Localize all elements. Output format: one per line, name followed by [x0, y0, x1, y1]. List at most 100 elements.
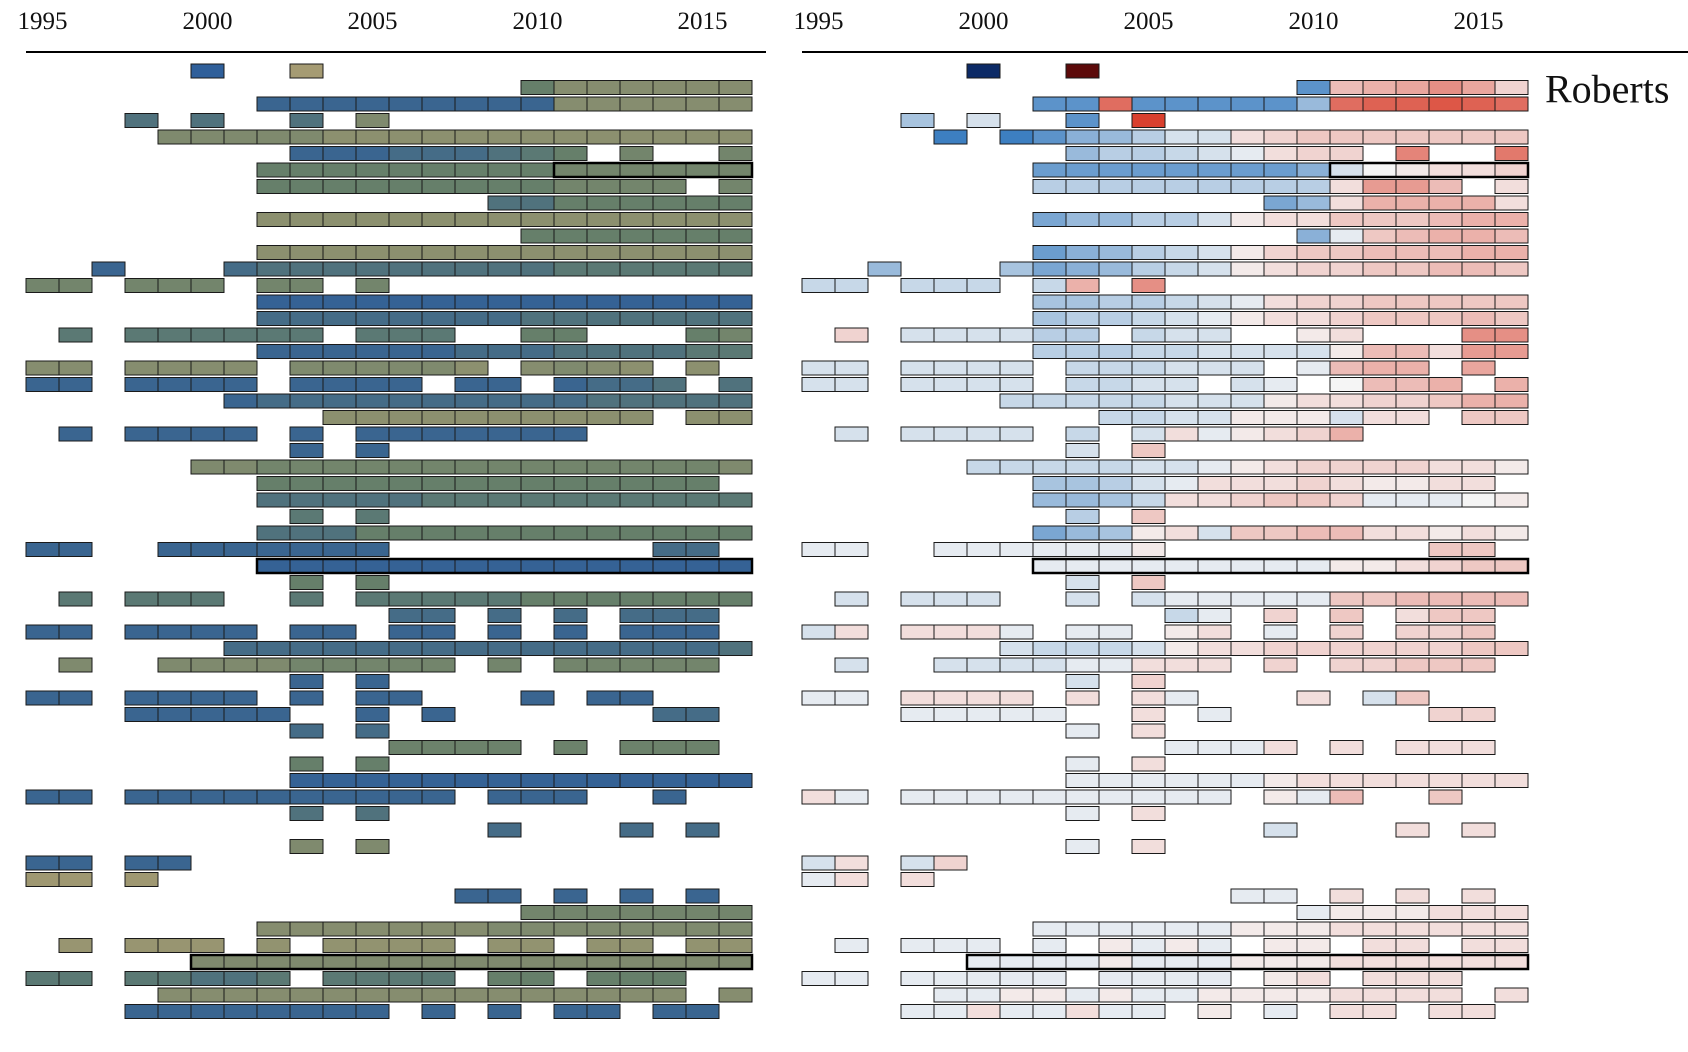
right-heatmap-cell [1032, 542, 1067, 557]
right-heatmap-cell [1098, 657, 1133, 673]
left-heatmap-cell [718, 228, 753, 244]
right-highlighted-row-outline [1328, 161, 1530, 179]
left-heatmap-cell [553, 492, 588, 508]
right-heatmap-cell [1131, 773, 1166, 788]
left-heatmap-cell [487, 740, 522, 755]
right-heatmap-cell [1362, 987, 1397, 1003]
left-heatmap-cell [355, 492, 390, 508]
left-heatmap-cell [190, 971, 225, 986]
right-heatmap-cell [1197, 591, 1232, 607]
left-heatmap-cell [718, 294, 753, 310]
left-heatmap-cell [190, 707, 225, 722]
right-heatmap-cell [966, 1004, 1001, 1019]
left-heatmap-cell [388, 987, 423, 1003]
right-heatmap-cell [1428, 591, 1463, 607]
left-heatmap-cell [685, 476, 720, 491]
left-heatmap-cell [355, 773, 390, 788]
right-heatmap-cell [1197, 558, 1232, 574]
right-heatmap-cell [1065, 806, 1100, 821]
right-heatmap-cell [1197, 525, 1232, 541]
right-heatmap-cell [900, 377, 935, 392]
right-heatmap-cell [834, 426, 869, 442]
right-heatmap-cell [1395, 591, 1430, 607]
right-heatmap-cell [1329, 245, 1364, 260]
right-heatmap-cell [966, 360, 1001, 376]
right-heatmap-cell [1131, 921, 1166, 937]
right-heatmap-cell [1065, 591, 1100, 607]
right-heatmap-cell [1164, 327, 1199, 343]
left-heatmap-cell [25, 855, 60, 871]
left-heatmap-cell [157, 1004, 192, 1019]
right-heatmap-cell [834, 971, 869, 986]
right-heatmap-cell [1428, 707, 1463, 722]
left-heatmap-cell [619, 146, 654, 161]
left-heatmap-cell [421, 344, 456, 359]
right-heatmap-cell [900, 278, 935, 293]
right-heatmap-cell [834, 624, 869, 640]
left-heatmap-cell [619, 921, 654, 937]
right-heatmap-cell [1329, 773, 1364, 788]
left-heatmap-cell [652, 740, 687, 755]
left-heatmap-cell [421, 129, 456, 145]
right-heatmap-cell [1032, 921, 1067, 937]
left-heatmap-cell [553, 459, 588, 475]
left-heatmap-cell [289, 476, 324, 491]
left-heatmap-cell [25, 971, 60, 986]
right-heatmap-cell [1494, 179, 1529, 194]
left-heatmap-cell [685, 459, 720, 475]
right-heatmap-cell [1131, 113, 1166, 128]
right-heatmap-cell [999, 360, 1034, 376]
left-heatmap-cell [454, 179, 489, 194]
left-heatmap-cell [454, 426, 489, 442]
left-heatmap-cell [355, 410, 390, 425]
right-heatmap-cell [1428, 492, 1463, 508]
left-heatmap-cell [553, 212, 588, 227]
left-heatmap-cell [289, 756, 324, 772]
left-heatmap-cell [685, 888, 720, 904]
right-heatmap-cell [1098, 459, 1133, 475]
left-heatmap-cell [256, 921, 291, 937]
left-heatmap-cell [355, 938, 390, 953]
left-heatmap-cell [388, 327, 423, 343]
left-heatmap-cell [190, 129, 225, 145]
right-heatmap-cell [1065, 129, 1100, 145]
left-heatmap-cell [355, 806, 390, 821]
right-heatmap-cell [1395, 657, 1430, 673]
left-heatmap-cell [157, 707, 192, 722]
right-heatmap-cell [1461, 360, 1496, 376]
left-heatmap-cell [487, 657, 522, 673]
left-heatmap-cell [652, 162, 687, 178]
left-heatmap-cell [322, 789, 357, 805]
left-heatmap-cell [652, 96, 687, 112]
left-heatmap-cell [256, 558, 291, 574]
left-heatmap-cell [322, 311, 357, 326]
left-heatmap-cell [322, 344, 357, 359]
right-heatmap-cell [1065, 360, 1100, 376]
right-heatmap-cell [1329, 377, 1364, 392]
right-heatmap-cell [1131, 278, 1166, 293]
right-heatmap-cell [1065, 212, 1100, 227]
right-heatmap-cell [1164, 608, 1199, 623]
left-heatmap-cell [322, 393, 357, 409]
left-heatmap-cell [289, 393, 324, 409]
left-heatmap-cell [685, 212, 720, 227]
right-heatmap-cell [1428, 905, 1463, 920]
right-heatmap-cell [933, 377, 968, 392]
right-heatmap-cell [1263, 822, 1298, 838]
right-heatmap-cell [834, 360, 869, 376]
right-heatmap-cell [1164, 789, 1199, 805]
left-heatmap-cell [586, 971, 621, 986]
left-heatmap-cell [256, 212, 291, 227]
right-heatmap-cell [1230, 146, 1265, 161]
right-heatmap-cell [1296, 245, 1331, 260]
right-heatmap-cell [1296, 492, 1331, 508]
right-heatmap-cell [1131, 1004, 1166, 1019]
left-heatmap-cell [256, 789, 291, 805]
left-heatmap-cell [322, 641, 357, 656]
right-heatmap-cell [1461, 938, 1496, 953]
right-heatmap-cell [1065, 261, 1100, 277]
right-heatmap-cell [1395, 377, 1430, 392]
right-heatmap-cell [1494, 294, 1529, 310]
right-heatmap-cell [1461, 822, 1496, 838]
right-heatmap-cell [1065, 294, 1100, 310]
